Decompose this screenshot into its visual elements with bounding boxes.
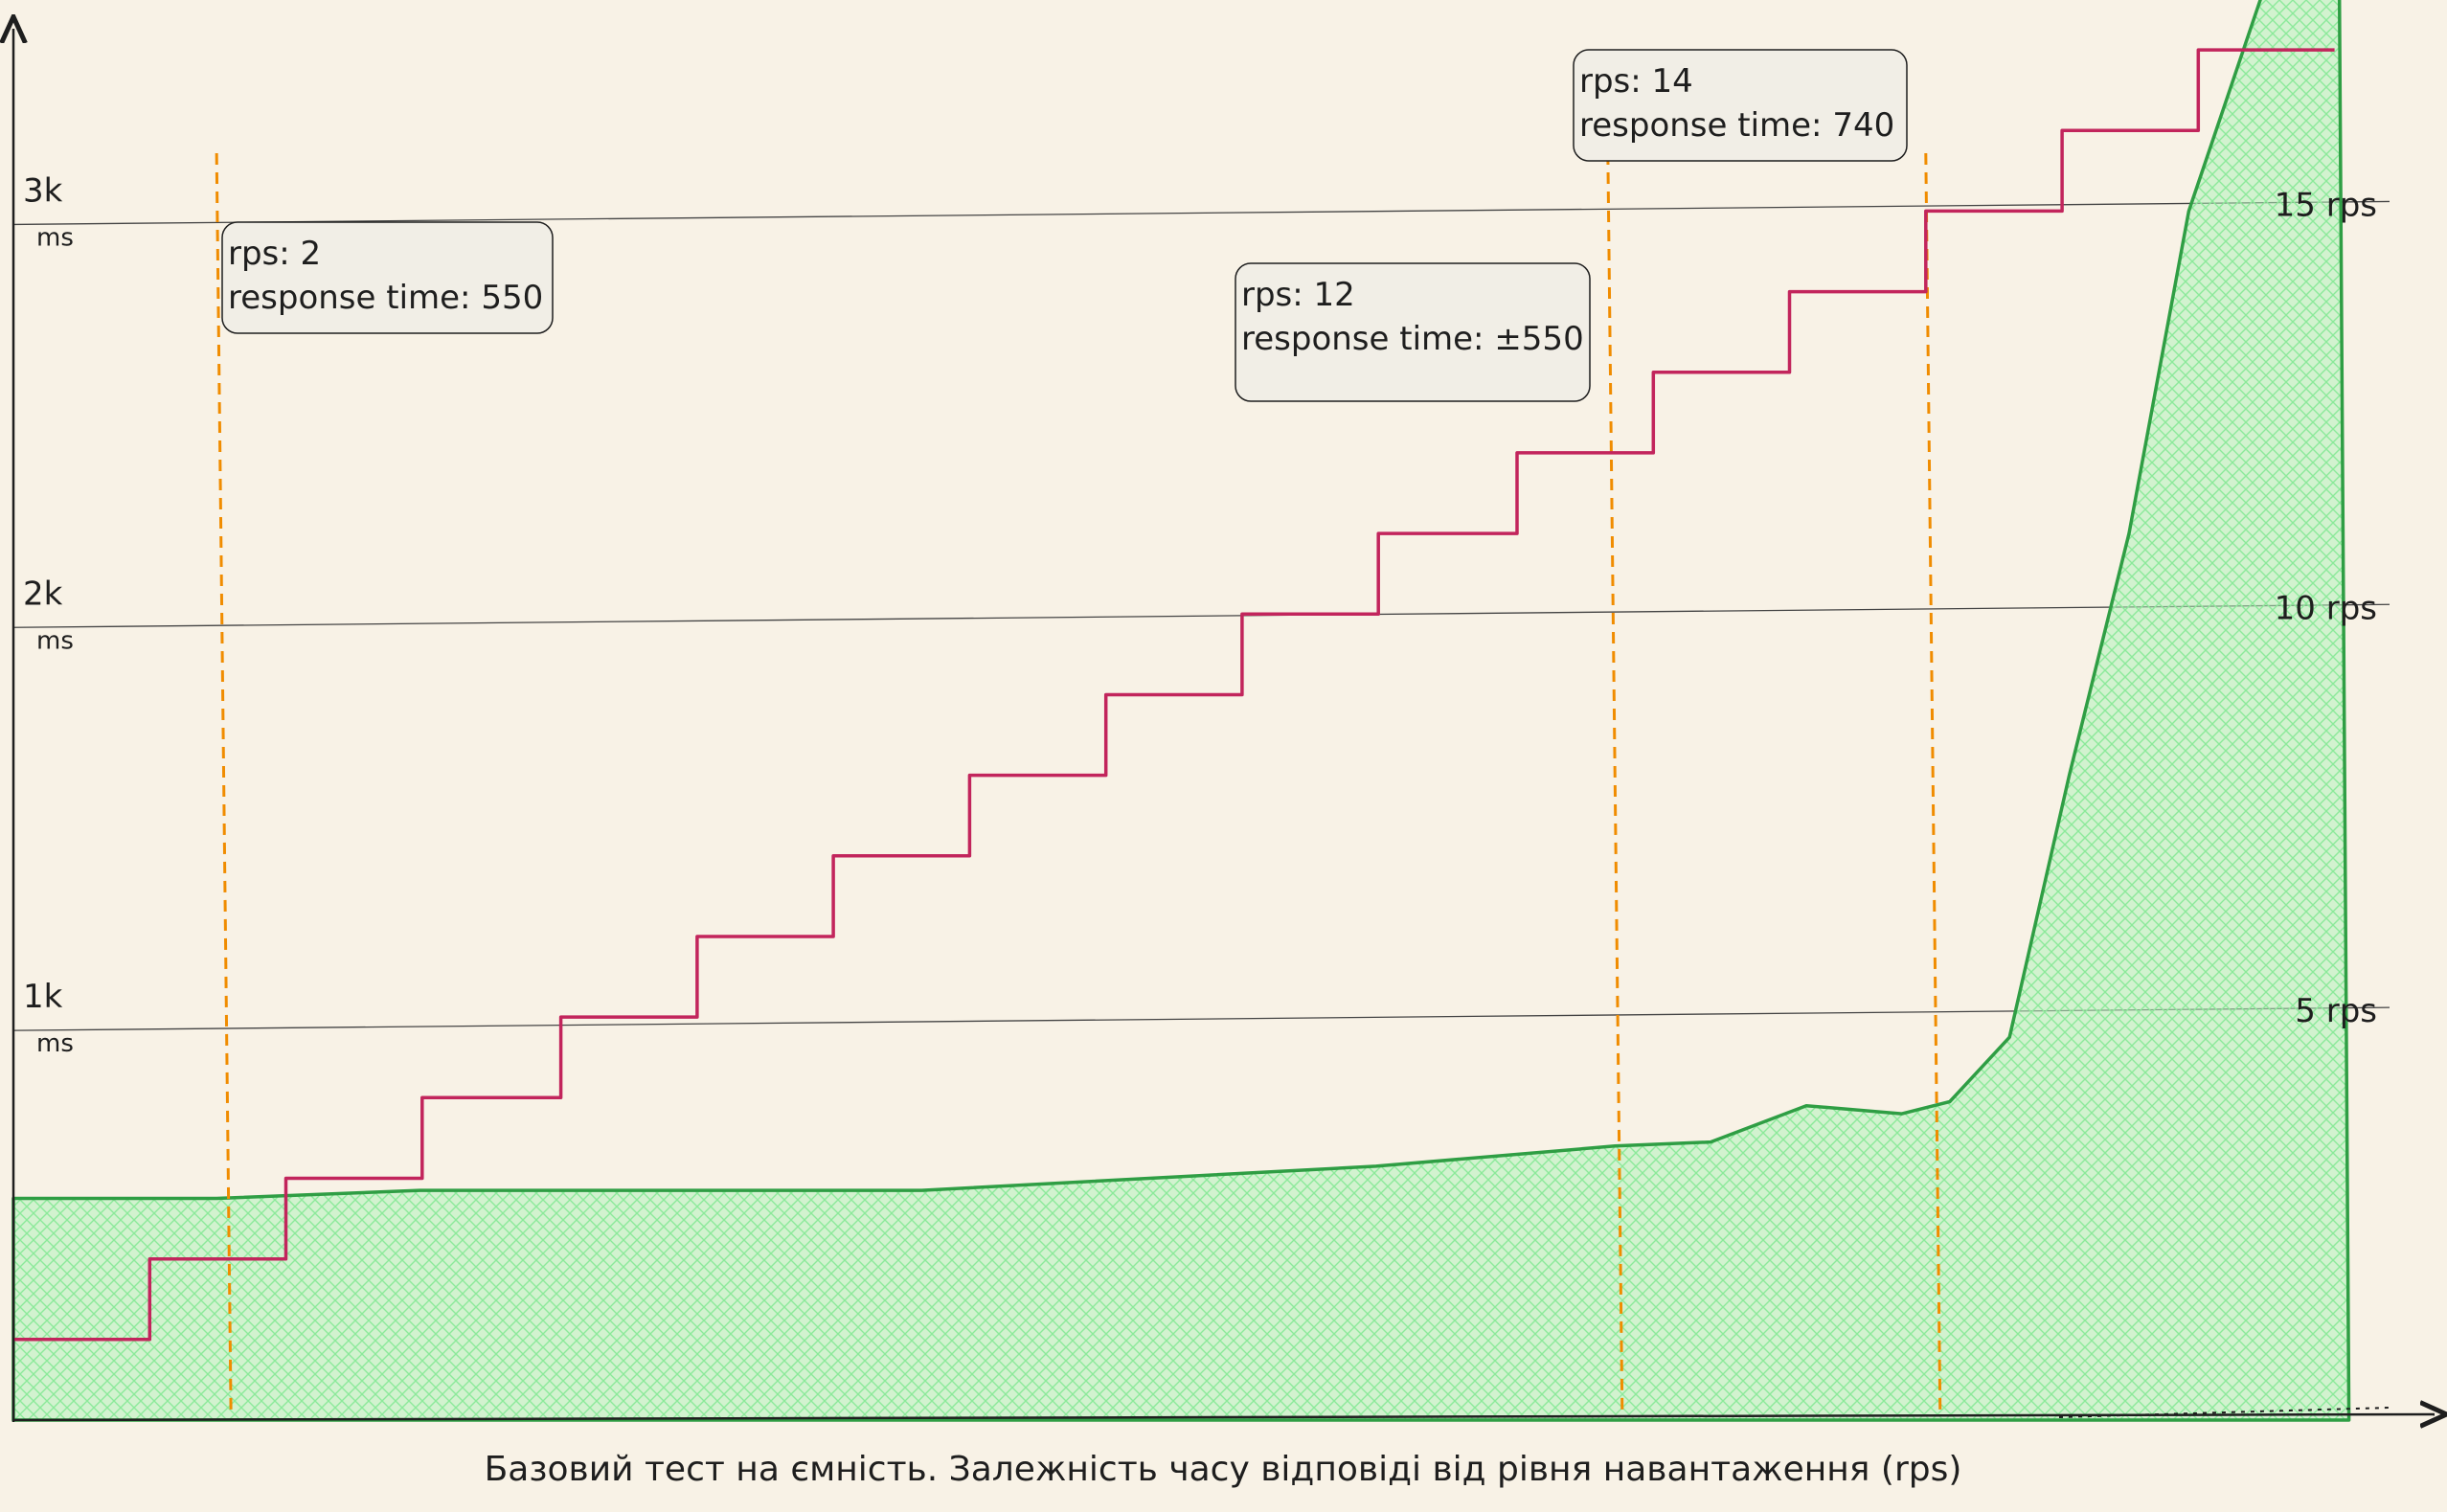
annotation-text: rps: 2 (228, 235, 321, 273)
step-layer (13, 48, 2335, 1342)
y-tick-label: 3k (23, 171, 63, 210)
y-tick-label: 2k (23, 575, 63, 613)
x-axis (12, 1414, 2435, 1420)
response-time-area-line (11, 0, 2351, 1422)
y-tick-unit: ms (36, 1029, 74, 1058)
annotation-2: rps: 12 response time: ±550 (1235, 262, 1591, 402)
gridline-2 (12, 603, 2390, 628)
annotation-text: response time: 550 (228, 279, 543, 317)
rps-tick-label: 10 rps (2275, 589, 2377, 627)
annotation-layer: rps: 2 response time: 550 rps: 12 response … (221, 49, 1908, 402)
annotation-box (1235, 262, 1591, 402)
label-layer: 1k ms 2k ms 3k ms 5 rps 10 rps 15 rps (23, 171, 2377, 1058)
annotation-text: response time: 740 (1579, 106, 1894, 145)
axis-layer (13, 29, 2435, 1422)
gridline-3 (12, 200, 2390, 226)
annotation-text: rps: 12 (1241, 276, 1355, 314)
area-layer (11, 0, 2351, 1422)
rps-tick-label: 15 rps (2275, 186, 2377, 224)
y-tick-unit: ms (36, 626, 74, 655)
annotation-box (1573, 49, 1908, 162)
annotation-3: rps: 14 response time: 740 (1573, 49, 1908, 162)
annotation-box (221, 221, 554, 334)
gridline-1 (12, 1006, 2390, 1031)
y-tick-label: 1k (23, 978, 63, 1016)
rps-step-line (13, 48, 2335, 1342)
grid-layer (12, 200, 2390, 1031)
chart-caption: Базовий тест на ємність. Залежність часу… (485, 1450, 1962, 1489)
rps-tick-label: 5 rps (2295, 992, 2377, 1030)
annotation-1: rps: 2 response time: 550 (221, 221, 554, 334)
x-axis-dotted-tail (2058, 1407, 2390, 1418)
annotation-text: rps: 14 (1579, 62, 1693, 101)
annotation-text: response time: ±550 (1241, 320, 1584, 358)
y-tick-unit: ms (36, 223, 74, 252)
